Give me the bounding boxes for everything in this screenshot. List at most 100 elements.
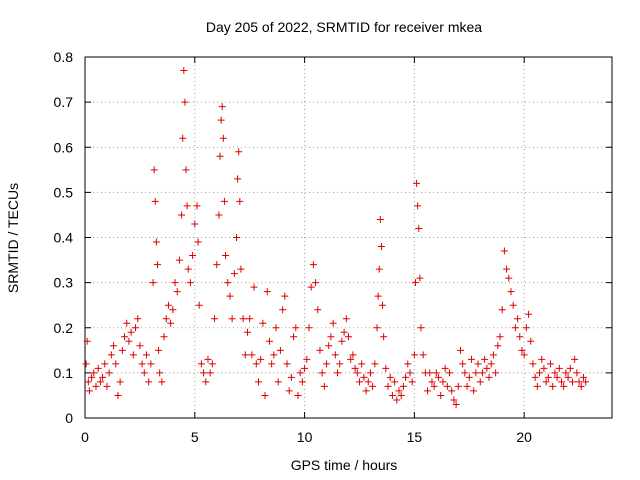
data-point xyxy=(386,373,394,381)
data-point xyxy=(360,373,368,381)
data-point xyxy=(99,373,107,381)
data-point xyxy=(105,369,113,377)
data-point xyxy=(560,382,568,390)
data-point xyxy=(509,301,517,309)
data-point xyxy=(417,324,425,332)
data-point xyxy=(305,324,313,332)
data-points xyxy=(82,67,590,408)
data-point xyxy=(179,134,187,142)
data-point xyxy=(500,247,508,255)
data-point xyxy=(555,364,563,372)
data-point xyxy=(540,364,548,372)
data-point xyxy=(323,360,331,368)
data-point xyxy=(505,274,513,282)
chart-title: Day 205 of 2022, SRMTID for receiver mke… xyxy=(206,19,482,35)
data-point xyxy=(138,360,146,368)
data-point xyxy=(529,360,537,368)
data-point xyxy=(416,274,424,282)
data-point xyxy=(110,342,118,350)
data-point xyxy=(239,315,247,323)
data-point xyxy=(536,369,544,377)
data-point xyxy=(90,369,98,377)
data-point xyxy=(129,351,137,359)
data-point xyxy=(467,355,475,363)
y-tick-label: 0.6 xyxy=(54,139,74,155)
data-point xyxy=(549,382,557,390)
data-point xyxy=(155,346,163,354)
data-point xyxy=(428,378,436,386)
data-point xyxy=(257,355,265,363)
data-point xyxy=(446,369,454,377)
data-point xyxy=(384,382,392,390)
data-point xyxy=(514,315,522,323)
data-point xyxy=(132,324,140,332)
data-point xyxy=(507,288,515,296)
data-point xyxy=(414,202,422,210)
data-point xyxy=(265,337,273,345)
data-point xyxy=(92,382,100,390)
y-tick-label: 0.8 xyxy=(54,49,74,65)
data-point xyxy=(134,315,142,323)
data-point xyxy=(178,211,186,219)
data-point xyxy=(439,378,447,386)
y-axis-title: SRMTID / TECUs xyxy=(5,183,21,293)
data-point xyxy=(175,256,183,264)
data-point xyxy=(430,382,438,390)
data-point xyxy=(281,292,289,300)
data-point xyxy=(380,333,388,341)
data-point xyxy=(470,387,478,395)
data-point xyxy=(402,373,410,381)
data-point xyxy=(254,378,262,386)
data-point xyxy=(164,301,172,309)
data-point xyxy=(382,364,390,372)
data-point xyxy=(320,382,328,390)
data-point xyxy=(194,238,202,246)
data-point xyxy=(579,373,587,381)
data-point xyxy=(213,261,221,269)
data-point xyxy=(151,197,159,205)
data-point xyxy=(373,324,381,332)
data-point xyxy=(461,369,469,377)
data-point xyxy=(340,328,348,336)
data-point xyxy=(160,333,168,341)
data-point xyxy=(577,382,585,390)
data-point xyxy=(347,355,355,363)
data-point xyxy=(379,301,387,309)
data-point xyxy=(503,265,511,273)
data-point xyxy=(234,175,242,183)
data-point xyxy=(426,369,434,377)
y-tick-label: 0.3 xyxy=(54,275,74,291)
data-point xyxy=(270,351,278,359)
data-point xyxy=(307,283,315,291)
data-point xyxy=(101,360,109,368)
data-point xyxy=(204,355,212,363)
x-tick-label: 20 xyxy=(516,429,532,445)
data-point xyxy=(492,369,500,377)
data-point xyxy=(224,279,232,287)
data-point xyxy=(388,391,396,399)
data-point xyxy=(406,369,414,377)
data-point xyxy=(566,364,574,372)
data-point xyxy=(338,337,346,345)
data-point xyxy=(181,98,189,106)
data-point xyxy=(85,387,93,395)
data-point xyxy=(557,378,565,386)
data-point xyxy=(487,360,495,368)
data-point xyxy=(435,373,443,381)
data-point xyxy=(156,369,164,377)
x-axis-title: GPS time / hours xyxy=(291,457,398,473)
data-point xyxy=(195,301,203,309)
data-point xyxy=(452,400,460,408)
data-point xyxy=(272,324,280,332)
data-point xyxy=(107,351,115,359)
data-point xyxy=(327,333,335,341)
data-point xyxy=(410,351,418,359)
data-point xyxy=(296,369,304,377)
data-point xyxy=(243,328,251,336)
data-point xyxy=(316,346,324,354)
data-point xyxy=(376,215,384,223)
data-point xyxy=(362,387,370,395)
data-point xyxy=(171,279,179,287)
data-point xyxy=(553,373,561,381)
data-point xyxy=(358,360,366,368)
